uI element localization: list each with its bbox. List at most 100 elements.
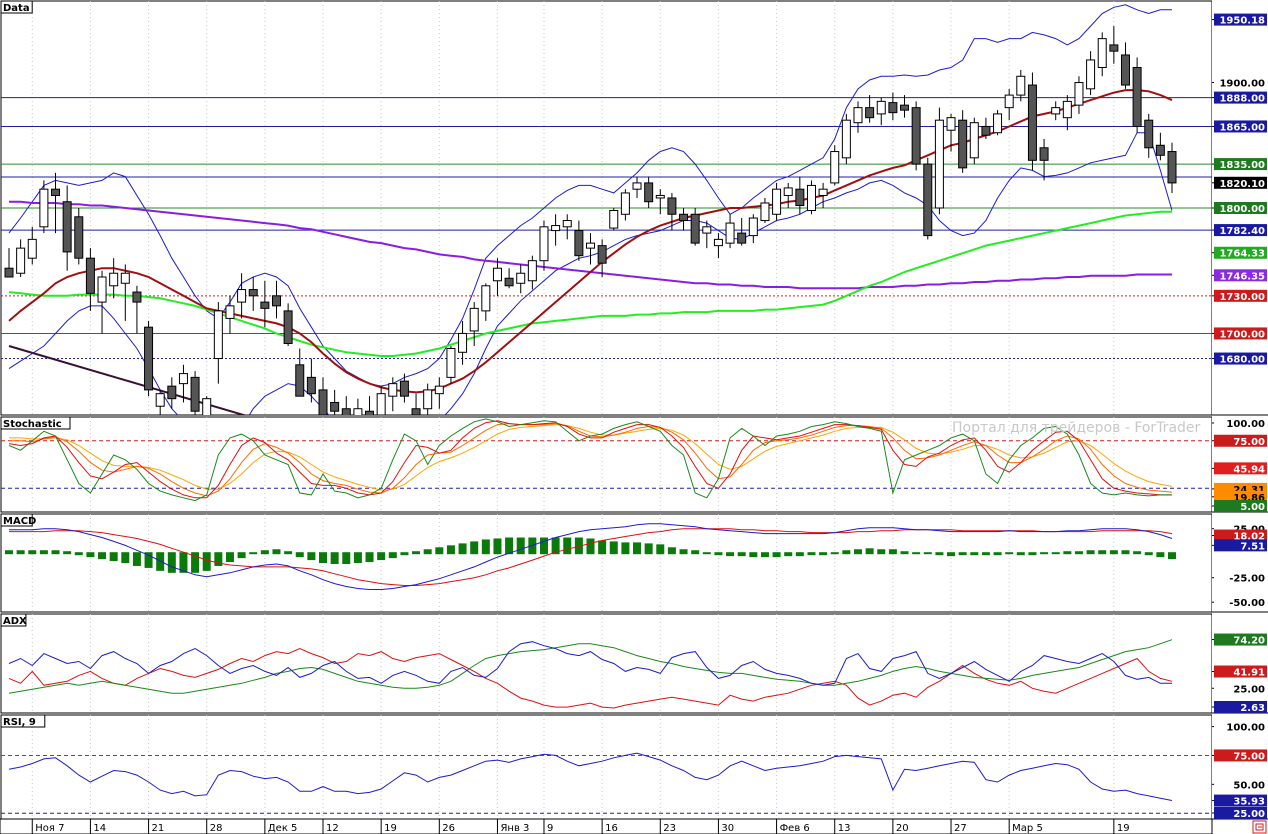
candle-body — [504, 277, 514, 287]
macd-histogram-bar — [586, 538, 595, 555]
axis-value-label: 1782.40 — [1212, 224, 1267, 237]
adx-label-box — [0, 613, 27, 627]
candle-body — [353, 408, 363, 415]
candle-body — [178, 373, 188, 385]
macd-histogram-bar — [202, 552, 211, 571]
candle-body — [725, 222, 735, 244]
macd-histogram-bar — [295, 552, 304, 558]
candle — [888, 92, 898, 121]
candle-body — [237, 289, 247, 303]
candle-body — [283, 310, 293, 344]
macd-histogram-bar — [121, 552, 130, 564]
axis-value-label: 74.20 — [1212, 633, 1267, 647]
macd-histogram-bar — [993, 552, 1002, 556]
macd-histogram-bar — [679, 549, 688, 555]
candle — [423, 383, 433, 415]
time-tick: Мар 5 — [1008, 819, 1043, 834]
candle — [353, 398, 363, 415]
candle-body — [318, 389, 328, 415]
time-tick: 16 — [601, 819, 618, 834]
axis-value-bg — [1214, 202, 1267, 214]
axis-value-label: -25.00 — [1212, 574, 1265, 585]
candle — [597, 239, 607, 277]
macd-histogram-bar — [900, 551, 909, 555]
candle-body — [818, 188, 828, 196]
macd-histogram-bar — [563, 537, 572, 555]
rsi-line — [8, 752, 1173, 801]
axis-value-bg — [1214, 13, 1267, 26]
candle — [876, 97, 886, 126]
candle-body — [1074, 82, 1084, 106]
stochastic-panel-label: Stochastic — [3, 419, 62, 430]
candle-body — [376, 393, 386, 415]
macd-histogram-bar — [598, 540, 607, 555]
candle — [1039, 139, 1049, 181]
candle-body — [446, 348, 456, 378]
axis-value-label: 1820.10 — [1212, 176, 1267, 190]
axis-value-text: -50.00 — [1229, 598, 1265, 609]
scroll-corner-icon[interactable] — [1255, 823, 1264, 831]
candle-body — [411, 408, 421, 415]
time-tick-label: Янв 3 — [500, 823, 529, 834]
candle-body — [795, 188, 805, 206]
adx-plus-di-line — [8, 641, 1172, 686]
candle-body — [492, 267, 502, 282]
macd-histogram-bar — [214, 552, 223, 566]
candle — [1051, 101, 1061, 121]
candle-body — [1097, 38, 1107, 68]
candle — [772, 182, 782, 221]
macd-histogram-bar — [691, 550, 700, 555]
candle-body — [993, 113, 1003, 134]
axis-value-text: 35.93 — [1233, 797, 1265, 808]
time-tick-label: 21 — [152, 823, 165, 834]
macd-histogram-bar — [621, 542, 630, 555]
candle-body — [876, 100, 886, 115]
macd-histogram-bar — [633, 542, 642, 555]
candle-body — [1167, 151, 1177, 184]
time-tick: 9 — [543, 819, 553, 834]
macd-histogram-bar — [644, 543, 653, 555]
candle — [609, 208, 619, 231]
macd-histogram-bar — [86, 552, 95, 558]
time-tick-label: 20 — [896, 823, 909, 834]
candle — [39, 180, 49, 234]
candle-body — [888, 102, 898, 114]
candle-body — [667, 197, 677, 215]
time-tick: Дек 5 — [264, 819, 297, 834]
candle — [399, 373, 409, 403]
candle-body — [783, 187, 793, 196]
macd-histogram-bar — [144, 552, 153, 568]
macd-histogram-bar — [1040, 552, 1049, 555]
time-tick: 19 — [1113, 819, 1130, 834]
macd-histogram-bar — [225, 552, 234, 563]
time-tick: Фев 6 — [776, 819, 810, 834]
axis-value-label: 1700.00 — [1212, 327, 1267, 340]
candle — [632, 176, 642, 198]
macd-plot — [5, 514, 1176, 612]
time-tick-label: 30 — [721, 823, 734, 834]
candle-body — [586, 242, 595, 249]
axis-value-bg — [1214, 289, 1267, 302]
time-tick-label: 12 — [326, 823, 339, 834]
candle — [178, 364, 188, 403]
axis-value-text: 25.00 — [1233, 684, 1265, 695]
candle-body — [1016, 75, 1026, 96]
axis-value-label: 1888.00 — [1212, 91, 1267, 105]
candle-body — [806, 184, 816, 212]
candle-body — [713, 238, 723, 247]
macd-histogram-bar — [737, 552, 746, 557]
candle-body — [399, 380, 409, 397]
candle-body — [155, 393, 165, 407]
macd-histogram-bar — [795, 552, 804, 557]
axis-value-bg — [1214, 807, 1267, 819]
axis-value-label: 25.00 — [1212, 807, 1267, 820]
macd-histogram-bar — [1168, 552, 1176, 560]
candle — [539, 220, 549, 271]
macd-histogram-bar — [505, 537, 514, 555]
candle-body — [202, 398, 212, 415]
candle-body — [423, 389, 433, 410]
scroll-corner-button[interactable] — [1252, 820, 1267, 834]
candle-body — [225, 305, 235, 319]
axis-value-text: 41.91 — [1233, 668, 1265, 679]
candle — [132, 285, 142, 334]
